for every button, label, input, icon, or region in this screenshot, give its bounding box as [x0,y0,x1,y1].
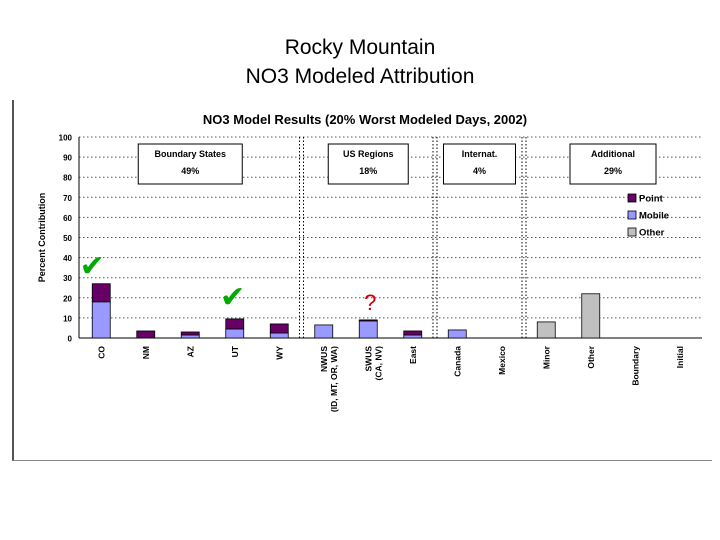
bar-mobile [403,334,423,339]
legend-swatch [627,227,637,237]
group-box-value: 49% [181,166,199,176]
legend-label: Mobile [639,211,669,222]
bar-mobile [180,334,200,339]
group-box-value: 18% [359,166,377,176]
group-box-name: Boundary States [154,149,226,159]
y-tick-label: 20 [63,294,72,303]
group-box-name: Internat. [462,149,498,159]
bar-point [91,283,111,303]
bar-point [136,330,156,339]
y-tick-label: 90 [63,154,72,163]
bar-mobile [447,329,467,339]
slide-title-line-1: Rocky Mountain [284,36,436,59]
y-tick-label: 100 [59,134,73,143]
y-tick-label: 60 [63,214,72,223]
bar-mobile [91,301,111,339]
y-tick-label: 80 [63,174,72,183]
x-tick-label-line-2: (ID, MT, OR, WA) [329,346,339,412]
group-box-name: Additional [591,149,635,159]
check-mark: ✔ [220,280,245,315]
y-tick-label: 0 [68,335,73,344]
y-tick-label: 50 [63,234,72,243]
chart-title: NO3 Model Results (20% Worst Modeled Day… [203,112,527,127]
legend-label: Point [639,194,664,205]
bar-mobile [225,328,245,339]
bar-point [358,319,378,322]
group-box [327,143,409,185]
group-box [137,143,243,185]
bar-point [403,330,423,336]
x-tick-label-line-2: (CA, NV) [373,346,383,381]
y-axis-label: Percent Contribution [37,193,47,283]
x-tick-label: WY [274,346,284,360]
y-tick-label: 30 [63,274,72,283]
slide-title: Rocky Mountain NO3 Modeled Attribution [0,33,720,91]
x-tick-label: CO [96,346,106,359]
group-box-value: 29% [604,166,622,176]
x-tick-label: NM [141,346,151,359]
x-tick-label: NWUS [319,346,329,372]
x-tick-label: Minor [541,345,551,369]
group-box-name: US Regions [343,149,394,159]
x-tick-label: Boundary [630,346,640,386]
bar-point [269,323,289,334]
bar-other [536,321,556,339]
group-box [569,143,657,185]
x-tick-label: SWUS [363,346,373,372]
bar-mobile [314,324,334,339]
y-tick-label: 10 [63,314,72,323]
slide-title-line-2: NO3 Modeled Attribution [245,65,475,88]
question-mark: ? [364,290,376,315]
bar-point [180,331,200,336]
legend-label: Other [639,228,665,239]
x-tick-label: UT [230,345,240,357]
bar-point [225,318,245,330]
bar-mobile [358,320,378,339]
group-box [443,143,516,185]
bar-other [581,293,601,339]
bar-mobile [269,332,289,339]
x-tick-label: East [408,346,418,364]
x-tick-label: Other [586,345,596,368]
chart-figure: NO3 Model Results (20% Worst Modeled Day… [12,100,712,461]
y-tick-label: 40 [63,254,72,263]
legend-swatch [627,193,637,203]
x-tick-label: Initial [675,346,685,368]
x-tick-label: Canada [452,346,462,377]
y-tick-label: 70 [63,194,72,203]
chart-svg: NO3 Model Results (20% Worst Modeled Day… [37,112,702,412]
x-tick-label: AZ [185,346,195,357]
legend-swatch [627,210,637,220]
x-tick-label: Mexico [497,346,507,375]
check-mark: ✔ [80,249,105,284]
group-box-value: 4% [473,166,486,176]
